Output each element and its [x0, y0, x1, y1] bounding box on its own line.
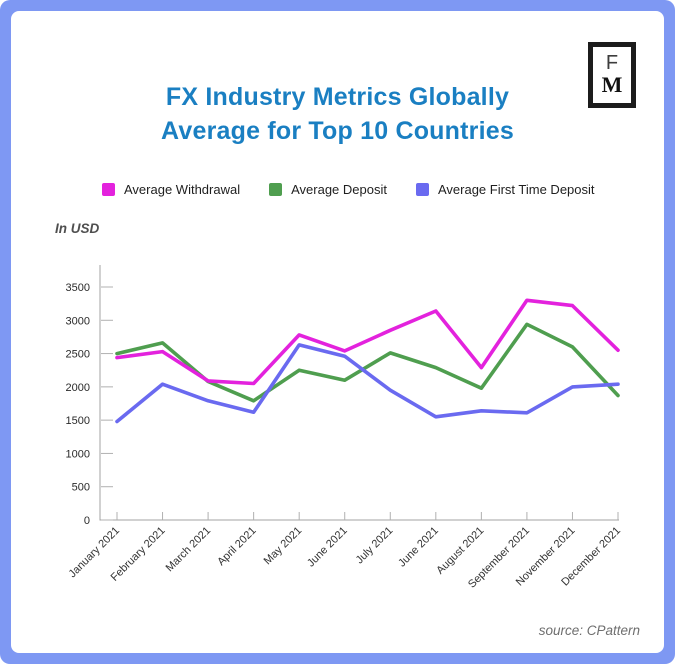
legend-item-first-time-deposit: Average First Time Deposit [415, 182, 595, 197]
axis-lines [99, 265, 619, 521]
fm-logo: F M [588, 42, 636, 108]
y-axis-units-label: In USD [55, 221, 100, 236]
line-average-first-time-deposit [115, 343, 620, 424]
y-axis-tick-label: 2500 [66, 349, 90, 361]
source-credit: source: CPattern [538, 623, 640, 638]
x-axis-tick-label: June 2021 [396, 525, 441, 570]
infographic-card: F M FX Industry Metrics Globally Average… [11, 11, 664, 653]
withdrawal-swatch-icon [102, 183, 115, 196]
first-time-deposit-swatch-icon [415, 183, 429, 196]
title-line-1: FX Industry Metrics Globally [165, 83, 510, 111]
legend-label: Average First Time Deposit [437, 182, 595, 197]
x-axis-tick-label: July 2021 [354, 525, 396, 567]
deposit-swatch-icon [269, 183, 283, 196]
legend-item-deposit: Average Deposit [269, 182, 387, 197]
legend-label: Average Deposit [291, 182, 387, 197]
x-axis-tick-label: May 2021 [262, 525, 305, 568]
x-axis-tick-label: April 2021 [215, 525, 259, 569]
y-axis-tick-label: 500 [72, 482, 90, 494]
line-average-deposit [115, 322, 620, 403]
y-axis-tick-label: 2000 [66, 382, 90, 394]
legend-label: Average Withdrawal [124, 182, 241, 197]
y-axis-tick-label: 3000 [66, 315, 90, 327]
y-axis-tick-label: 0 [84, 515, 90, 527]
line-average-withdrawal [115, 298, 620, 386]
page-title: FX Industry Metrics Globally Average for… [11, 80, 664, 148]
x-axis-tick-label: June 2021 [305, 525, 350, 570]
legend-item-withdrawal: Average Withdrawal [102, 182, 240, 197]
y-axis-tick-label: 1500 [66, 415, 90, 427]
x-axis-tick-label: March 2021 [164, 525, 214, 575]
y-axis-tick-label: 1000 [66, 448, 90, 460]
title-line-2: Average for Top 10 Countries [161, 117, 514, 145]
logo-letter-m: M [601, 72, 623, 97]
y-axis-tick-label: 3500 [66, 282, 90, 294]
chart-legend: Average Withdrawal Average Deposit Avera… [102, 182, 595, 197]
logo-letter-f: F [605, 52, 619, 74]
